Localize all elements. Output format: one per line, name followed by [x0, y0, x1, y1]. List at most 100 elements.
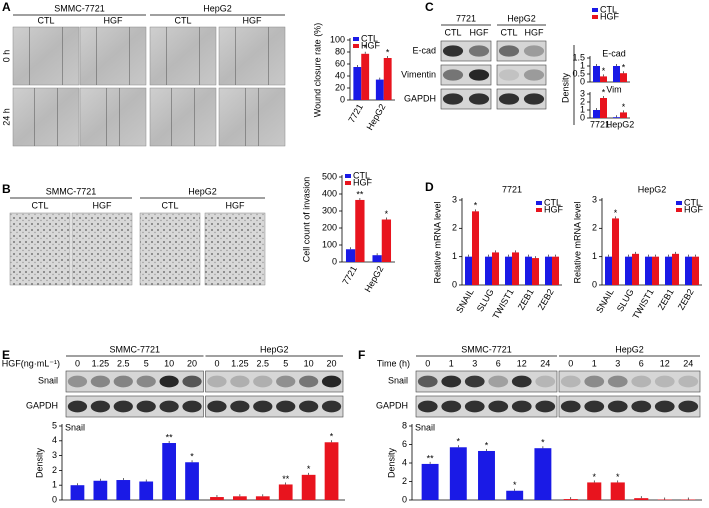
- blot-band: [523, 93, 545, 105]
- lane-label: 20: [327, 358, 337, 368]
- group-label: HepG2: [188, 186, 217, 196]
- bar: [692, 256, 699, 285]
- significance-mark: *: [485, 440, 489, 450]
- blot-band: [560, 400, 581, 413]
- row-label: 0 h: [1, 50, 11, 63]
- blot-band: [511, 400, 532, 413]
- bar: [70, 485, 85, 500]
- blot-band: [207, 375, 227, 388]
- blot-band: [67, 400, 88, 413]
- condition-label: CTL: [174, 15, 191, 25]
- legend-swatch: [345, 181, 351, 185]
- bar: [301, 474, 316, 500]
- significance-mark: *: [330, 432, 334, 442]
- group-label: SMMC-7721: [54, 3, 105, 13]
- blot-band: [511, 375, 532, 388]
- bar: [612, 218, 619, 285]
- legend-label: HGF: [361, 40, 381, 50]
- significance-mark: *: [474, 201, 478, 211]
- significance-mark: *: [541, 438, 545, 448]
- blot-band: [136, 400, 156, 413]
- significance-mark: **: [356, 189, 364, 199]
- group-label: HepG2: [260, 344, 289, 354]
- panel-letter: A: [2, 0, 11, 14]
- micrograph: [79, 87, 147, 147]
- y-tick-label: 0: [340, 94, 345, 104]
- lane-label: 20: [187, 358, 197, 368]
- y-tick-label: 5: [52, 420, 57, 430]
- row-label: E-cad: [412, 45, 436, 55]
- bar: [545, 256, 552, 285]
- blot-band: [417, 375, 438, 388]
- condition-label: HGF: [243, 15, 263, 25]
- bar: [162, 443, 176, 500]
- micrograph: [204, 212, 266, 286]
- bar: [449, 447, 467, 500]
- group-label: HepG2: [203, 3, 232, 13]
- condition-label: HGF: [470, 27, 490, 37]
- legend-label: HGF: [353, 177, 373, 187]
- blot-band: [299, 400, 319, 413]
- lane-label: 2.5: [257, 358, 270, 368]
- blot-band: [631, 400, 652, 413]
- blot-band: [230, 375, 250, 388]
- lane-label: 6: [496, 358, 501, 368]
- legend-label: HGF: [544, 204, 564, 214]
- bar: [605, 256, 612, 285]
- chart-title: 7721: [502, 184, 522, 194]
- bar: [485, 256, 492, 285]
- x-tick-label: SLUG: [615, 287, 636, 313]
- micrograph: [79, 26, 147, 86]
- group-label: HepG2: [507, 13, 536, 23]
- micrograph: [218, 87, 286, 147]
- blot-band: [584, 400, 605, 413]
- y-tick-label: 100: [322, 239, 337, 249]
- blot-band: [136, 375, 156, 388]
- y-axis-label: Density: [34, 447, 44, 478]
- condition-label: CTL: [31, 200, 48, 210]
- y-axis-label: Wound closure rate (%): [312, 23, 322, 117]
- micrograph: [9, 212, 71, 286]
- y-axis-label: Relative mRNA level: [572, 201, 582, 283]
- significance-mark: *: [616, 472, 620, 482]
- legend-label: HGF: [684, 204, 704, 214]
- bar: [492, 252, 499, 285]
- y-tick-label: 1: [580, 104, 585, 114]
- blot-band: [442, 69, 464, 81]
- y-tick-label: 1: [580, 60, 585, 70]
- blot-band: [488, 400, 509, 413]
- blot-band: [230, 400, 250, 413]
- bar: [139, 481, 154, 500]
- y-axis-label: Cell count of invasion: [301, 177, 311, 263]
- significance-mark: *: [614, 208, 618, 218]
- y-tick-label: 0: [332, 256, 337, 266]
- bar: [634, 498, 649, 500]
- blot-band: [441, 375, 462, 388]
- y-tick-label: 1: [592, 251, 597, 261]
- blot-band: [654, 400, 675, 413]
- group-label: SMMC-7721: [461, 344, 512, 354]
- y-tick-label: 60: [335, 58, 345, 68]
- bar: [255, 496, 270, 500]
- blot-band: [299, 375, 319, 388]
- legend-label: CTL: [353, 170, 370, 180]
- y-tick-label: 2: [52, 465, 57, 475]
- lane-label: 12: [517, 358, 527, 368]
- bar: [361, 53, 370, 100]
- blot-band: [468, 69, 490, 81]
- bar: [210, 497, 224, 500]
- blot-band: [113, 375, 133, 388]
- blot-band: [560, 375, 581, 388]
- y-tick-label: 1: [52, 480, 57, 490]
- blot-band: [442, 93, 464, 105]
- x-tick-label: HepG2: [363, 264, 386, 294]
- y-tick-label: 0: [402, 494, 407, 504]
- bar: [587, 482, 602, 500]
- bar: [532, 258, 539, 285]
- micrograph: [218, 26, 286, 86]
- x-tick-label: 7721: [590, 119, 610, 129]
- bar: [613, 117, 620, 118]
- y-axis-label: Density: [386, 447, 396, 478]
- row-label: Vimentin: [401, 69, 436, 79]
- blot-band: [654, 375, 675, 388]
